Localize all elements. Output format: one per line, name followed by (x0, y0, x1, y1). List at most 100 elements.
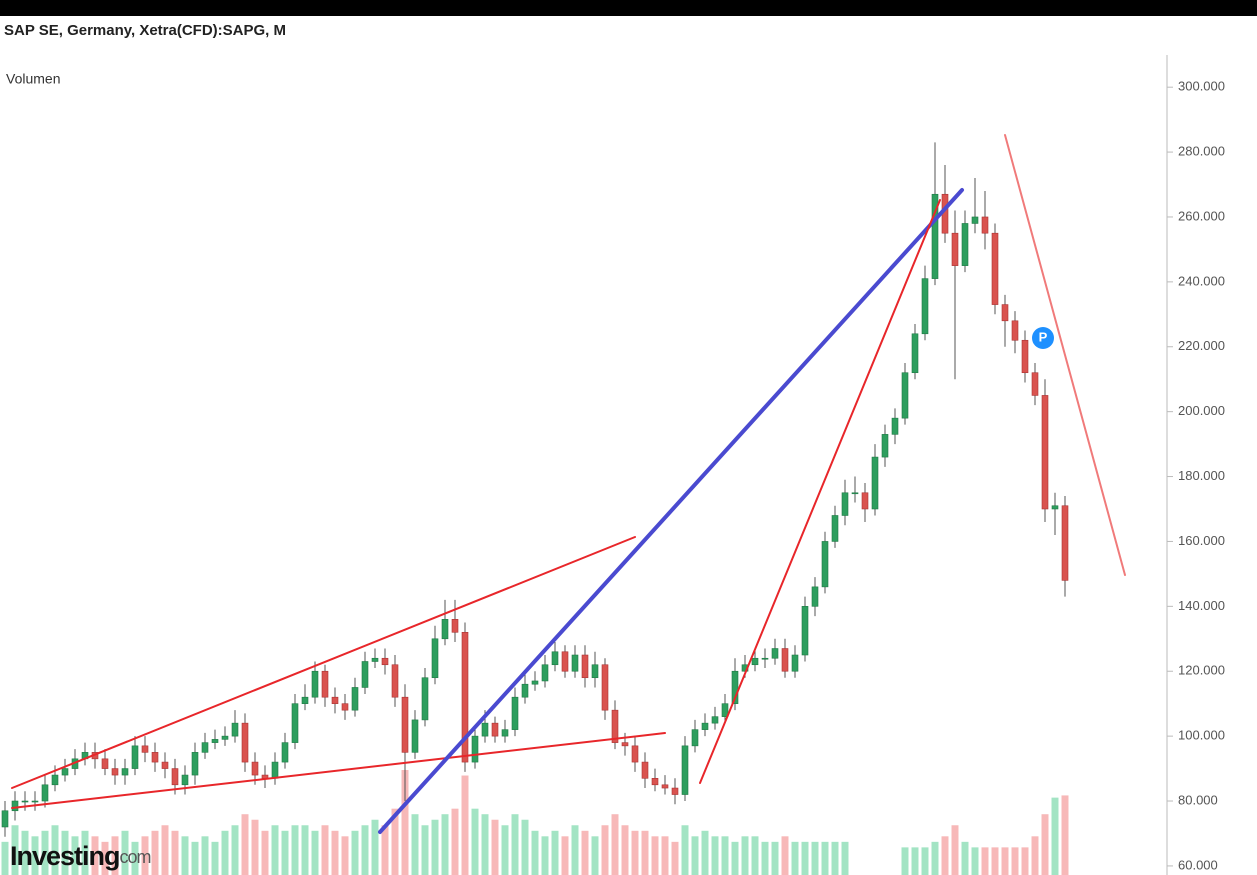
candle-body (601, 664, 609, 711)
candle-body (621, 742, 629, 747)
volume-bar (301, 825, 309, 875)
trend-line (11, 732, 666, 809)
candle-body (691, 729, 699, 747)
candle-body (801, 606, 809, 656)
candle-body (11, 800, 19, 812)
volume-bar (271, 825, 279, 875)
volume-bar (631, 830, 639, 875)
candle-body (241, 722, 249, 763)
candle-body (181, 774, 189, 786)
candle-body (41, 784, 49, 802)
volume-bar (211, 841, 219, 875)
volume-bar (341, 836, 349, 875)
marker-label[interactable]: P (1039, 329, 1048, 344)
volume-bar (411, 814, 419, 875)
volume-bar (381, 825, 389, 875)
volume-bar (771, 841, 779, 875)
volume-bar (141, 836, 149, 875)
volume-bar (131, 841, 139, 875)
volume-bar (361, 825, 369, 875)
volume-bar (971, 847, 979, 875)
volume-bar (581, 830, 589, 875)
volume-bar (111, 836, 119, 875)
candle-body (1041, 395, 1049, 510)
y-tick-label: 240.000 (1178, 273, 1225, 288)
candle-body (661, 784, 669, 789)
volume-bar (161, 825, 169, 875)
y-tick-label: 60.000 (1178, 857, 1218, 872)
volume-bar (741, 836, 749, 875)
candle-body (891, 417, 899, 435)
volume-bar (241, 814, 249, 875)
y-tick-label: 160.000 (1178, 533, 1225, 548)
candle-body (931, 193, 939, 279)
candle-body (211, 739, 219, 743)
volume-bar (71, 836, 79, 875)
candle-body (141, 745, 149, 753)
candle-body (701, 722, 709, 730)
volume-bar (991, 847, 999, 875)
volume-bar (461, 775, 469, 875)
candle-body (871, 456, 879, 510)
volume-bar (231, 825, 239, 875)
candle-body (441, 619, 449, 640)
volume-bar (541, 836, 549, 875)
volume-bar (311, 830, 319, 875)
volume-bar (641, 830, 649, 875)
candle-body (531, 680, 539, 685)
volume-bar (41, 830, 49, 875)
candle-body (591, 664, 599, 679)
volume-bar (391, 808, 399, 875)
volume-bar (331, 830, 339, 875)
volume-bar (911, 847, 919, 875)
candle-body (281, 742, 289, 763)
candle-body (1031, 372, 1039, 396)
candle-body (471, 735, 479, 763)
candle-body (401, 696, 409, 753)
candle-body (291, 703, 299, 743)
volume-bar (11, 825, 19, 875)
candle-body (831, 515, 839, 542)
y-tick-label: 100.000 (1178, 728, 1225, 743)
candle-body (61, 768, 69, 776)
volume-bar (661, 836, 669, 875)
candle-body (551, 651, 559, 666)
candle-body (511, 696, 519, 730)
candle-body (681, 745, 689, 795)
volume-bar (781, 836, 789, 875)
chart-title: SAP SE, Germany, Xetra(CFD):SAPG, M (4, 22, 286, 39)
volume-bar (951, 825, 959, 875)
candle-body (21, 800, 29, 803)
volume-bar (171, 830, 179, 875)
candle-body (431, 638, 439, 679)
volume-bar (571, 825, 579, 875)
candle-body (421, 677, 429, 721)
y-axis-ticks: 60.000 80.000 100.000 120.000 140.000 160.000… (1167, 79, 1225, 872)
volume-bar (51, 825, 59, 875)
volume-bar (201, 836, 209, 875)
candle-body (391, 664, 399, 698)
volume-bar (1011, 847, 1019, 875)
y-tick-label: 280.000 (1178, 144, 1225, 159)
marker-badge[interactable] (1032, 327, 1054, 349)
volume-bar (531, 830, 539, 875)
volume-bar (621, 825, 629, 875)
candle-body (151, 752, 159, 763)
candle-body (641, 761, 649, 779)
candle-body (571, 654, 579, 672)
volume-bar (611, 814, 619, 875)
candle-body (561, 651, 569, 672)
volume-bar (91, 836, 99, 875)
volume-bar (451, 808, 459, 875)
candle-body (881, 434, 889, 458)
volume-bar (251, 819, 259, 875)
trend-line (11, 536, 636, 789)
candle-body (381, 657, 389, 666)
candle-body (481, 722, 489, 737)
top-bar (0, 0, 1257, 16)
logo: Investingcom (10, 841, 151, 871)
volume-bar (441, 814, 449, 875)
candle-body (321, 670, 329, 698)
volume-bar (601, 825, 609, 875)
candle-body (311, 670, 319, 698)
